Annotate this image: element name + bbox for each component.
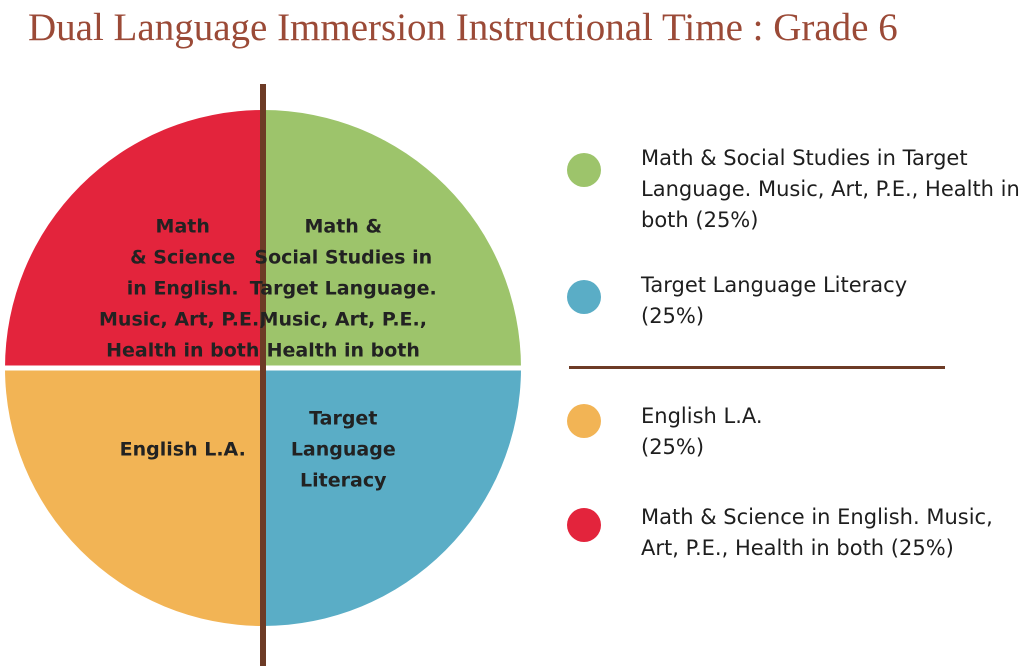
legend-label-english-content: Math & Science in English. Music, Art, P… — [641, 505, 993, 560]
pie-slice-english_la — [5, 368, 263, 626]
pie-slice-label-line: Music, Art, P.E., — [99, 309, 266, 331]
pie-slice-label-line: Language — [291, 438, 396, 460]
pie-slice-label-line: Health in both — [106, 340, 259, 362]
pie-slice-target_content — [263, 110, 521, 368]
legend-divider — [569, 366, 945, 369]
pie-slice-label-line: Target — [309, 407, 377, 429]
pie-slice-label-english_la: English L.A. — [120, 438, 246, 460]
pie-slice-label-line: English L.A. — [120, 438, 246, 460]
page-title: Dual Language Immersion Instructional Ti… — [28, 6, 898, 49]
pie-slice-label-line: & Science — [130, 247, 235, 269]
legend-label-english-la: English L.A. (25%) — [641, 404, 763, 459]
legend-label-target-literacy: Target Language Literacy (25%) — [641, 273, 908, 328]
pie-slice-label-line: Health in both — [267, 340, 420, 362]
pie-slice-label-line: Social Studies in — [254, 247, 432, 269]
pie-slice-label-target_content: Math & Social Studies in Target Language. M… — [250, 216, 437, 362]
pie-slice-label-line: Target Language. — [250, 278, 437, 300]
legend-swatch-english-content — [567, 508, 601, 542]
pie-slice-label-line: Literacy — [300, 469, 387, 491]
pie-slice-english_content — [5, 110, 263, 368]
legend-swatch-target-content — [567, 153, 601, 187]
pie-slice-label-line: in English. — [127, 278, 239, 300]
legend-swatch-english-la — [567, 404, 601, 438]
legend-label-target-content: Math & Social Studies in Target Language… — [641, 146, 1020, 232]
pie-slice-label-target_literacy: Target Language Literacy — [291, 407, 396, 491]
pie-vertical-divider — [260, 84, 266, 666]
pie-slice-label-line: Music, Art, P.E., — [260, 309, 427, 331]
pie-slice-label-english_content: Math & Science in English. Music, Art, P.E.… — [99, 216, 266, 362]
pie-slice-label-line: Math — [156, 216, 210, 238]
legend-swatch-target-literacy — [567, 280, 601, 314]
pie-slice-label-line: Math & — [305, 216, 383, 238]
pie-slice-target_literacy — [263, 368, 521, 626]
